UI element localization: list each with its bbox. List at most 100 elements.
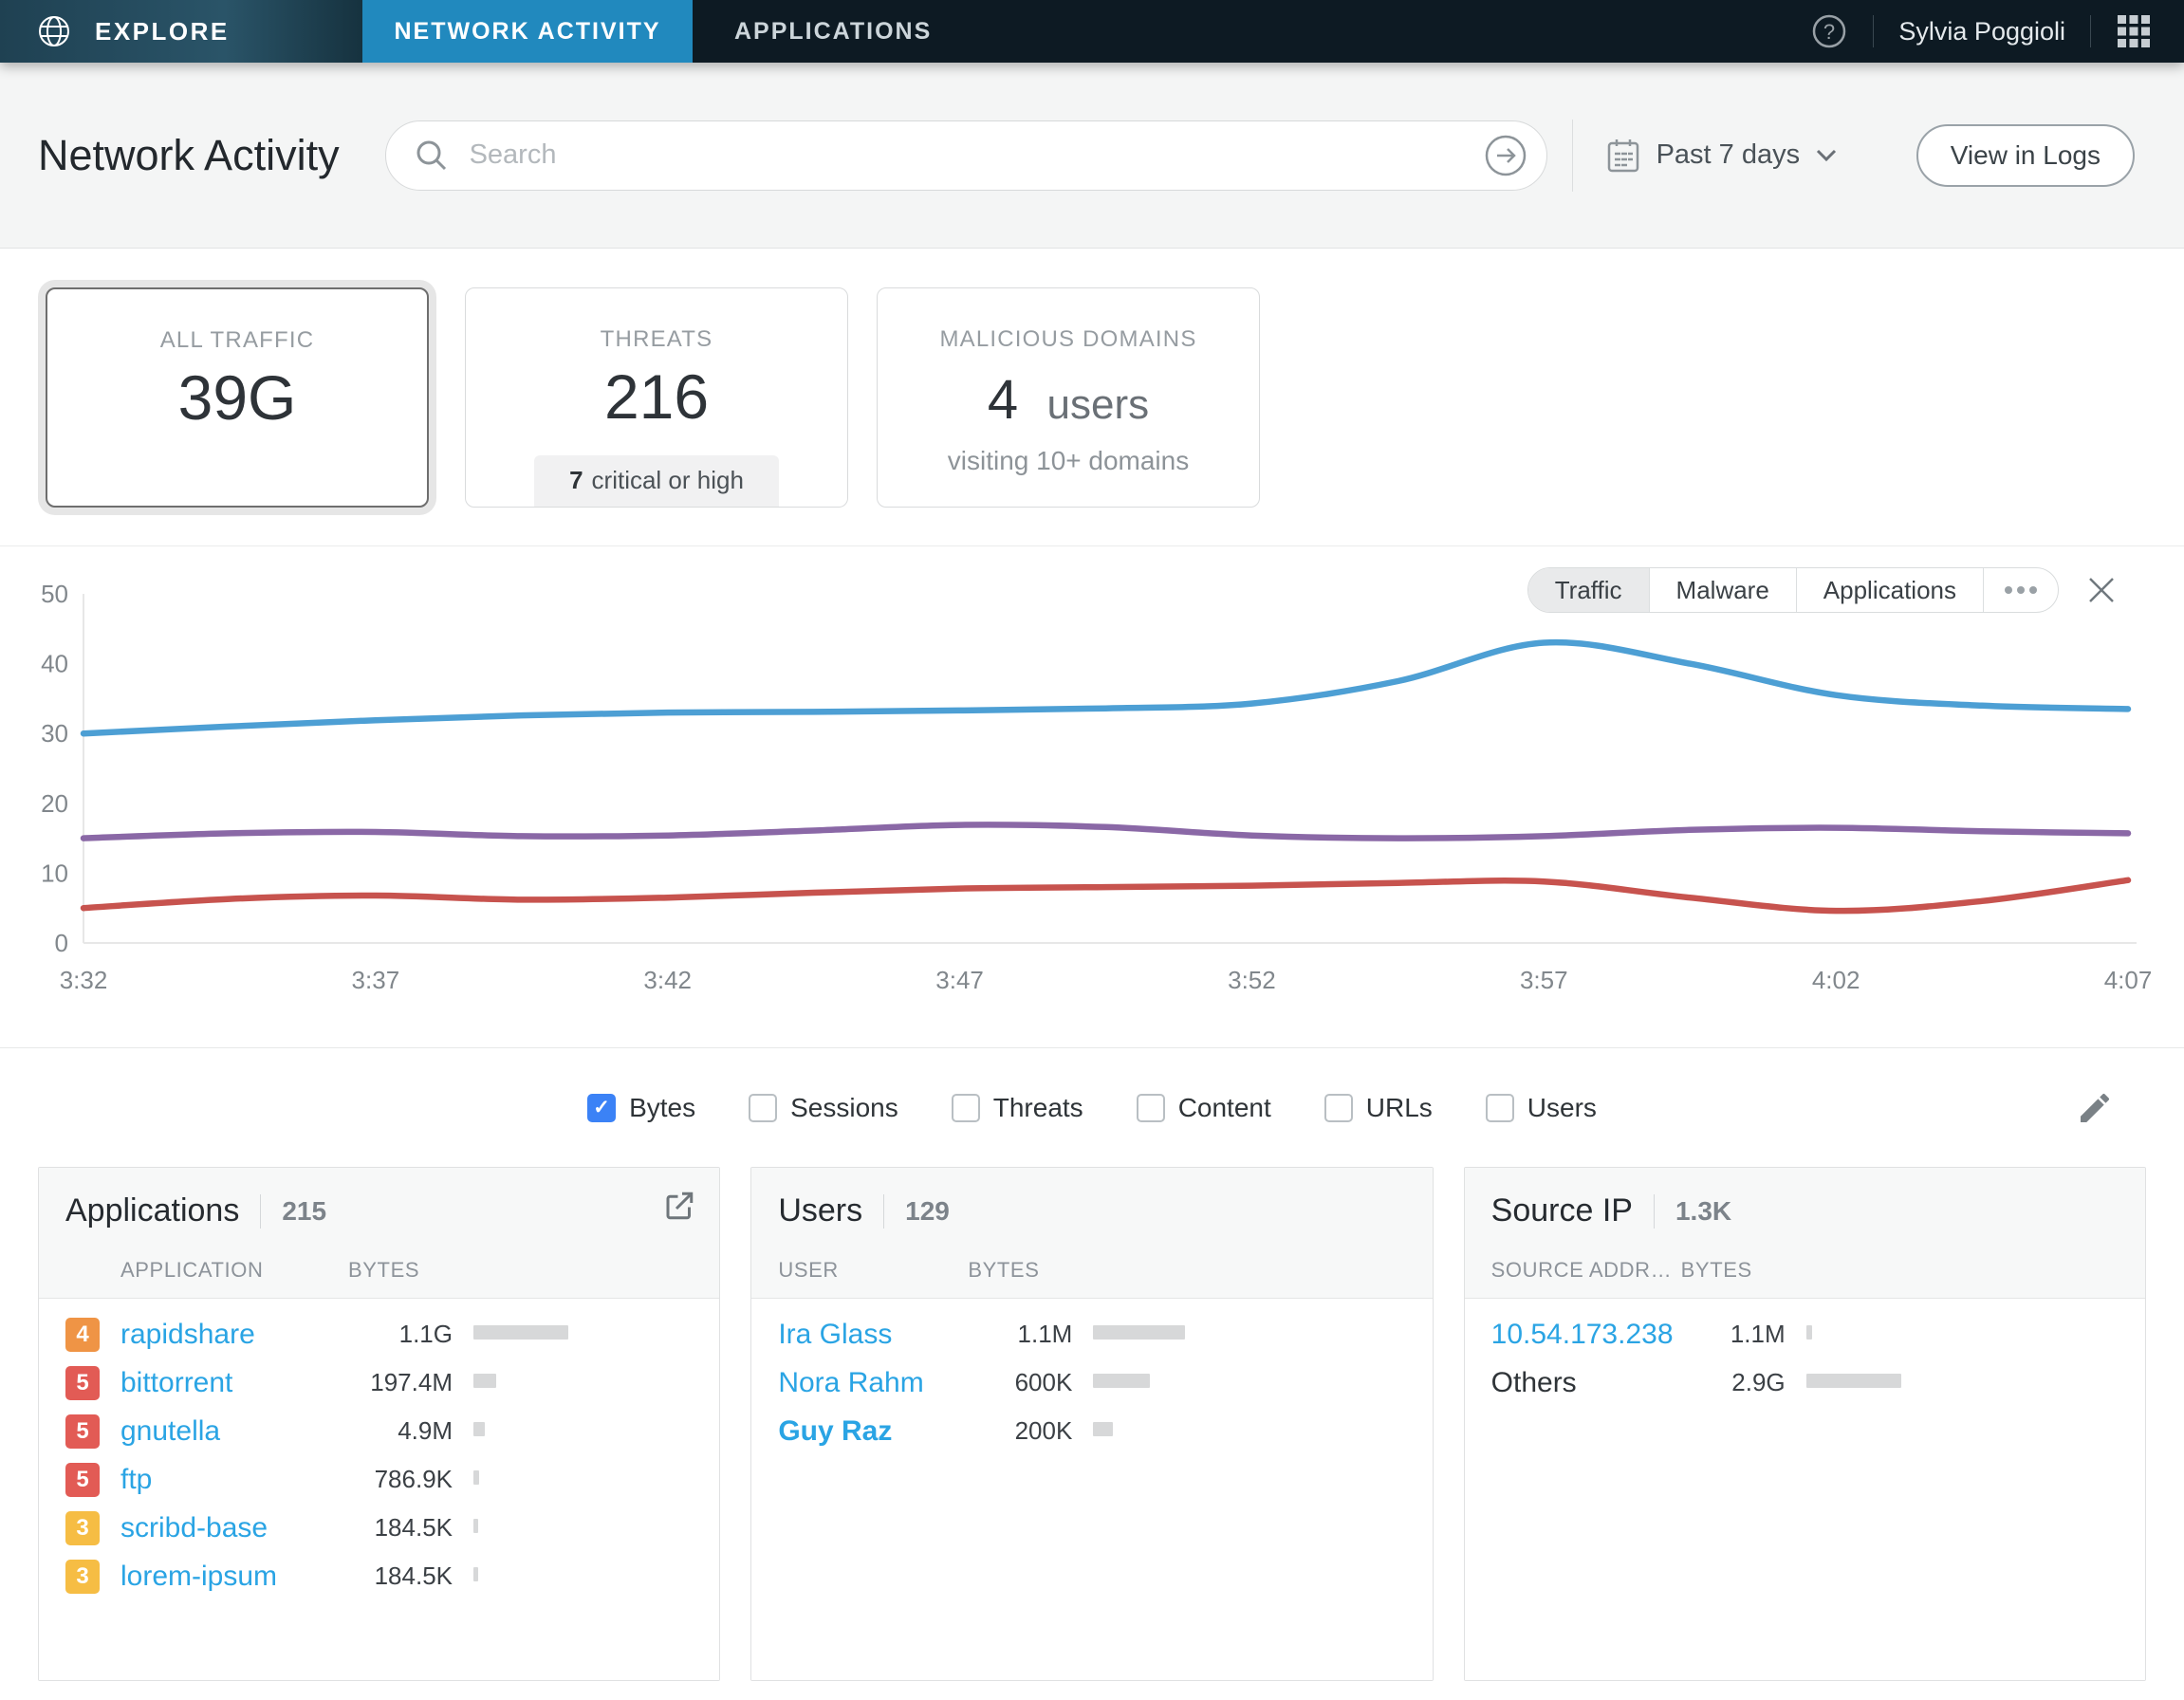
help-icon[interactable]: ? — [1810, 12, 1848, 50]
brand-label: EXPLORE — [95, 16, 230, 46]
table-row: Others 2.9G — [1491, 1358, 2119, 1407]
row-bytes-value: 600K — [1014, 1368, 1073, 1396]
data-panels: Applications 215 APPLICATION BYTES 4 rapi… — [0, 1167, 2184, 1681]
row-link[interactable]: rapidshare — [120, 1318, 255, 1350]
table-row: Guy Raz 200K — [778, 1407, 1405, 1455]
toggle-label: Users — [1527, 1092, 1597, 1122]
row-link[interactable]: ftp — [120, 1463, 153, 1495]
chart-segment-traffic[interactable]: Traffic — [1527, 568, 1650, 612]
row-bytes-bar — [1805, 1324, 1812, 1340]
severity-badge: 5 — [65, 1414, 100, 1449]
panel-title-divider — [1653, 1193, 1655, 1229]
row-link[interactable]: lorem-ipsum — [120, 1560, 278, 1592]
svg-text:4:02: 4:02 — [1812, 966, 1860, 994]
toggle-label: Sessions — [790, 1092, 898, 1122]
more-options-icon[interactable] — [1984, 568, 2058, 612]
checkbox-unchecked-icon[interactable] — [1323, 1093, 1353, 1122]
time-range-selector[interactable]: Past 7 days — [1605, 137, 1839, 175]
card-value-suffix: users — [1046, 380, 1150, 428]
svg-text:50: 50 — [41, 580, 68, 608]
panel-head: Source IP 1.3K SOURCE ADDRE... BYTES — [1464, 1168, 2145, 1299]
close-icon[interactable] — [2085, 574, 2118, 606]
checkbox-unchecked-icon[interactable] — [951, 1093, 980, 1122]
severity-badge: 5 — [65, 1365, 100, 1400]
username[interactable]: Sylvia Poggioli — [1898, 16, 2065, 46]
table-row: Ira Glass 1.1M — [778, 1310, 1405, 1358]
tab-applications[interactable]: APPLICATIONS — [734, 17, 933, 45]
toggle-label: Content — [1177, 1092, 1271, 1122]
brand-explore[interactable]: EXPLORE — [0, 0, 362, 63]
panel-rows: 10.54.173.238 1.1M Others 2.9G — [1464, 1299, 2145, 1680]
row-bytes-value: 184.5K — [374, 1561, 453, 1590]
panel-count: 215 — [282, 1195, 327, 1226]
row-link[interactable]: Guy Raz — [778, 1414, 893, 1447]
svg-text:20: 20 — [41, 789, 68, 818]
svg-text:0: 0 — [55, 929, 68, 957]
row-bytes-bar — [473, 1518, 478, 1533]
row-link[interactable]: scribd-base — [120, 1511, 268, 1543]
row-link[interactable]: bittorrent — [120, 1366, 233, 1398]
checkbox-content[interactable]: Content — [1136, 1092, 1271, 1123]
checkbox-users[interactable]: Users — [1485, 1092, 1597, 1123]
table-row: 4 rapidshare 1.1G — [65, 1310, 693, 1358]
row-link[interactable]: 10.54.173.238 — [1490, 1318, 1674, 1350]
badge-text: critical or high — [591, 466, 744, 494]
view-in-logs-button[interactable]: View in Logs — [1916, 123, 2135, 187]
checkbox-checked-icon[interactable]: ✓ — [587, 1093, 617, 1122]
row-bytes-value: 4.9M — [398, 1416, 453, 1445]
row-bytes-value: 1.1M — [1730, 1320, 1786, 1348]
chart-segment-control: Traffic Malware Applications — [1527, 567, 2059, 613]
card-value-number: 4 — [987, 368, 1019, 431]
checkbox-bytes[interactable]: ✓ Bytes — [587, 1093, 695, 1123]
table-row: Nora Rahm 600K — [778, 1358, 1405, 1407]
checkbox-unchecked-icon[interactable] — [749, 1093, 778, 1122]
panel-title-divider — [260, 1193, 262, 1229]
checkbox-unchecked-icon[interactable] — [1485, 1093, 1514, 1122]
checkbox-urls[interactable]: URLs — [1323, 1093, 1433, 1123]
checkbox-sessions[interactable]: Sessions — [749, 1093, 898, 1123]
card-threats[interactable]: THREATS 216 7 critical or high — [465, 286, 848, 508]
tab-network-activity[interactable]: NETWORK ACTIVITY — [362, 0, 693, 63]
stat-cards: ALL TRAFFIC 39G THREATS 216 7 critical o… — [0, 249, 2184, 545]
row-link[interactable]: Ira Glass — [778, 1318, 893, 1350]
chart-segment-applications[interactable]: Applications — [1797, 568, 1984, 612]
card-malicious-domains[interactable]: MALICIOUS DOMAINS 4 users visiting 10+ d… — [877, 286, 1260, 508]
top-nav: EXPLORE NETWORK ACTIVITY APPLICATIONS ? … — [0, 0, 2184, 63]
table-row: 5 ftp 786.9K — [65, 1455, 693, 1504]
svg-text:40: 40 — [41, 650, 68, 678]
card-value: 216 — [603, 360, 710, 432]
external-link-icon[interactable] — [662, 1189, 696, 1223]
search-bar[interactable] — [384, 120, 1547, 191]
threat-severity-badge: 7 critical or high — [534, 454, 779, 507]
row-link[interactable]: Nora Rahm — [778, 1366, 924, 1398]
search-input[interactable] — [469, 139, 1484, 171]
checkbox-threats[interactable]: Threats — [951, 1093, 1083, 1123]
row-bytes-bar — [1093, 1373, 1151, 1388]
checkbox-unchecked-icon[interactable] — [1136, 1093, 1165, 1122]
panel-title: Source IP — [1490, 1192, 1633, 1229]
row-bytes-value: 786.9K — [374, 1465, 453, 1493]
column-header: BYTES — [348, 1258, 420, 1282]
nav-divider — [1873, 15, 1875, 47]
card-subtext: visiting 10+ domains — [947, 445, 1190, 475]
panel-rows: Ira Glass 1.1M Nora Rahm 600K Guy Raz 200K — [751, 1299, 1433, 1680]
edit-pencil-icon[interactable] — [2076, 1089, 2114, 1127]
time-range-label: Past 7 days — [1656, 139, 1801, 170]
search-submit-icon[interactable] — [1484, 134, 1527, 177]
app-grid-icon[interactable] — [2116, 13, 2152, 49]
chart-segment-malware[interactable]: Malware — [1650, 568, 1797, 612]
nav-spacer — [973, 0, 1810, 63]
card-all-traffic[interactable]: ALL TRAFFIC 39G — [46, 286, 429, 508]
row-bytes-bar — [1093, 1421, 1114, 1436]
row-bytes-bar — [1093, 1324, 1186, 1340]
row-link[interactable]: gnutella — [120, 1414, 221, 1447]
row-bytes-bar — [473, 1469, 479, 1485]
row-bytes-bar — [473, 1566, 478, 1581]
svg-text:3:42: 3:42 — [643, 966, 692, 994]
chevron-down-icon — [1815, 148, 1838, 163]
chart-controls: Traffic Malware Applications — [1527, 567, 2118, 613]
search-icon — [413, 137, 451, 175]
column-header: BYTES — [968, 1258, 1040, 1282]
row-bytes-bar — [473, 1324, 568, 1340]
